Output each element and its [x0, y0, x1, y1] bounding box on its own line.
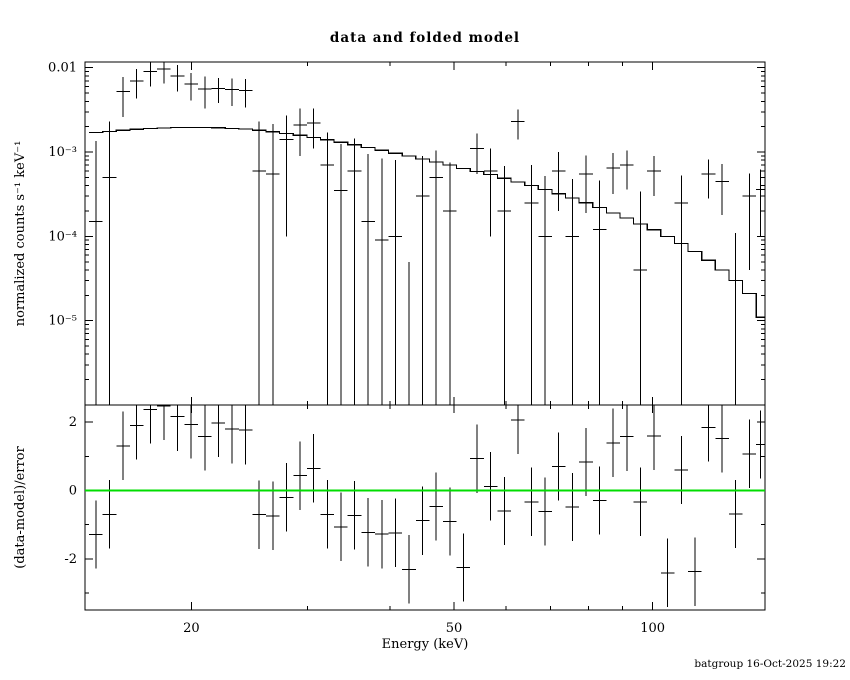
y-axis-tick-label: 10⁻⁴: [48, 229, 77, 244]
plot-title: data and folded model: [330, 30, 520, 46]
y-axis-tick-label: 10⁻⁵: [48, 314, 77, 329]
y-axis-tick-label: 0.01: [48, 61, 77, 76]
y-axis-tick-label: -2: [64, 552, 77, 567]
x-axis-tick-label: 100: [640, 621, 665, 636]
bottom-y-axis-ticks: [85, 421, 765, 594]
top-panel-frame: [84, 61, 766, 406]
y-axis-tick-label: 2: [69, 415, 77, 430]
x-axis-tick-label: 20: [183, 621, 200, 636]
y-axis-label-top: normalized counts s⁻¹ keV⁻¹: [13, 141, 28, 327]
x-axis-ticks: [190, 62, 654, 610]
top-y-axis-ticks: [85, 67, 765, 406]
y-axis-tick-label: 0: [69, 483, 77, 498]
x-axis-label: Energy (keV): [382, 637, 469, 652]
spectrum-data-points: [89, 62, 765, 405]
x-axis-tick-label: 50: [446, 621, 463, 636]
bottom-panel-frame: [84, 404, 766, 611]
residual-data-points: [89, 405, 765, 608]
timestamp-footer: batgroup 16-Oct-2025 19:22: [694, 658, 846, 670]
y-axis-label-bottom: (data-model)/error: [13, 445, 28, 568]
model-histogram-line: [89, 126, 765, 318]
y-axis-tick-label: 10⁻³: [48, 145, 77, 160]
plot-lines-layer: [84, 61, 766, 611]
